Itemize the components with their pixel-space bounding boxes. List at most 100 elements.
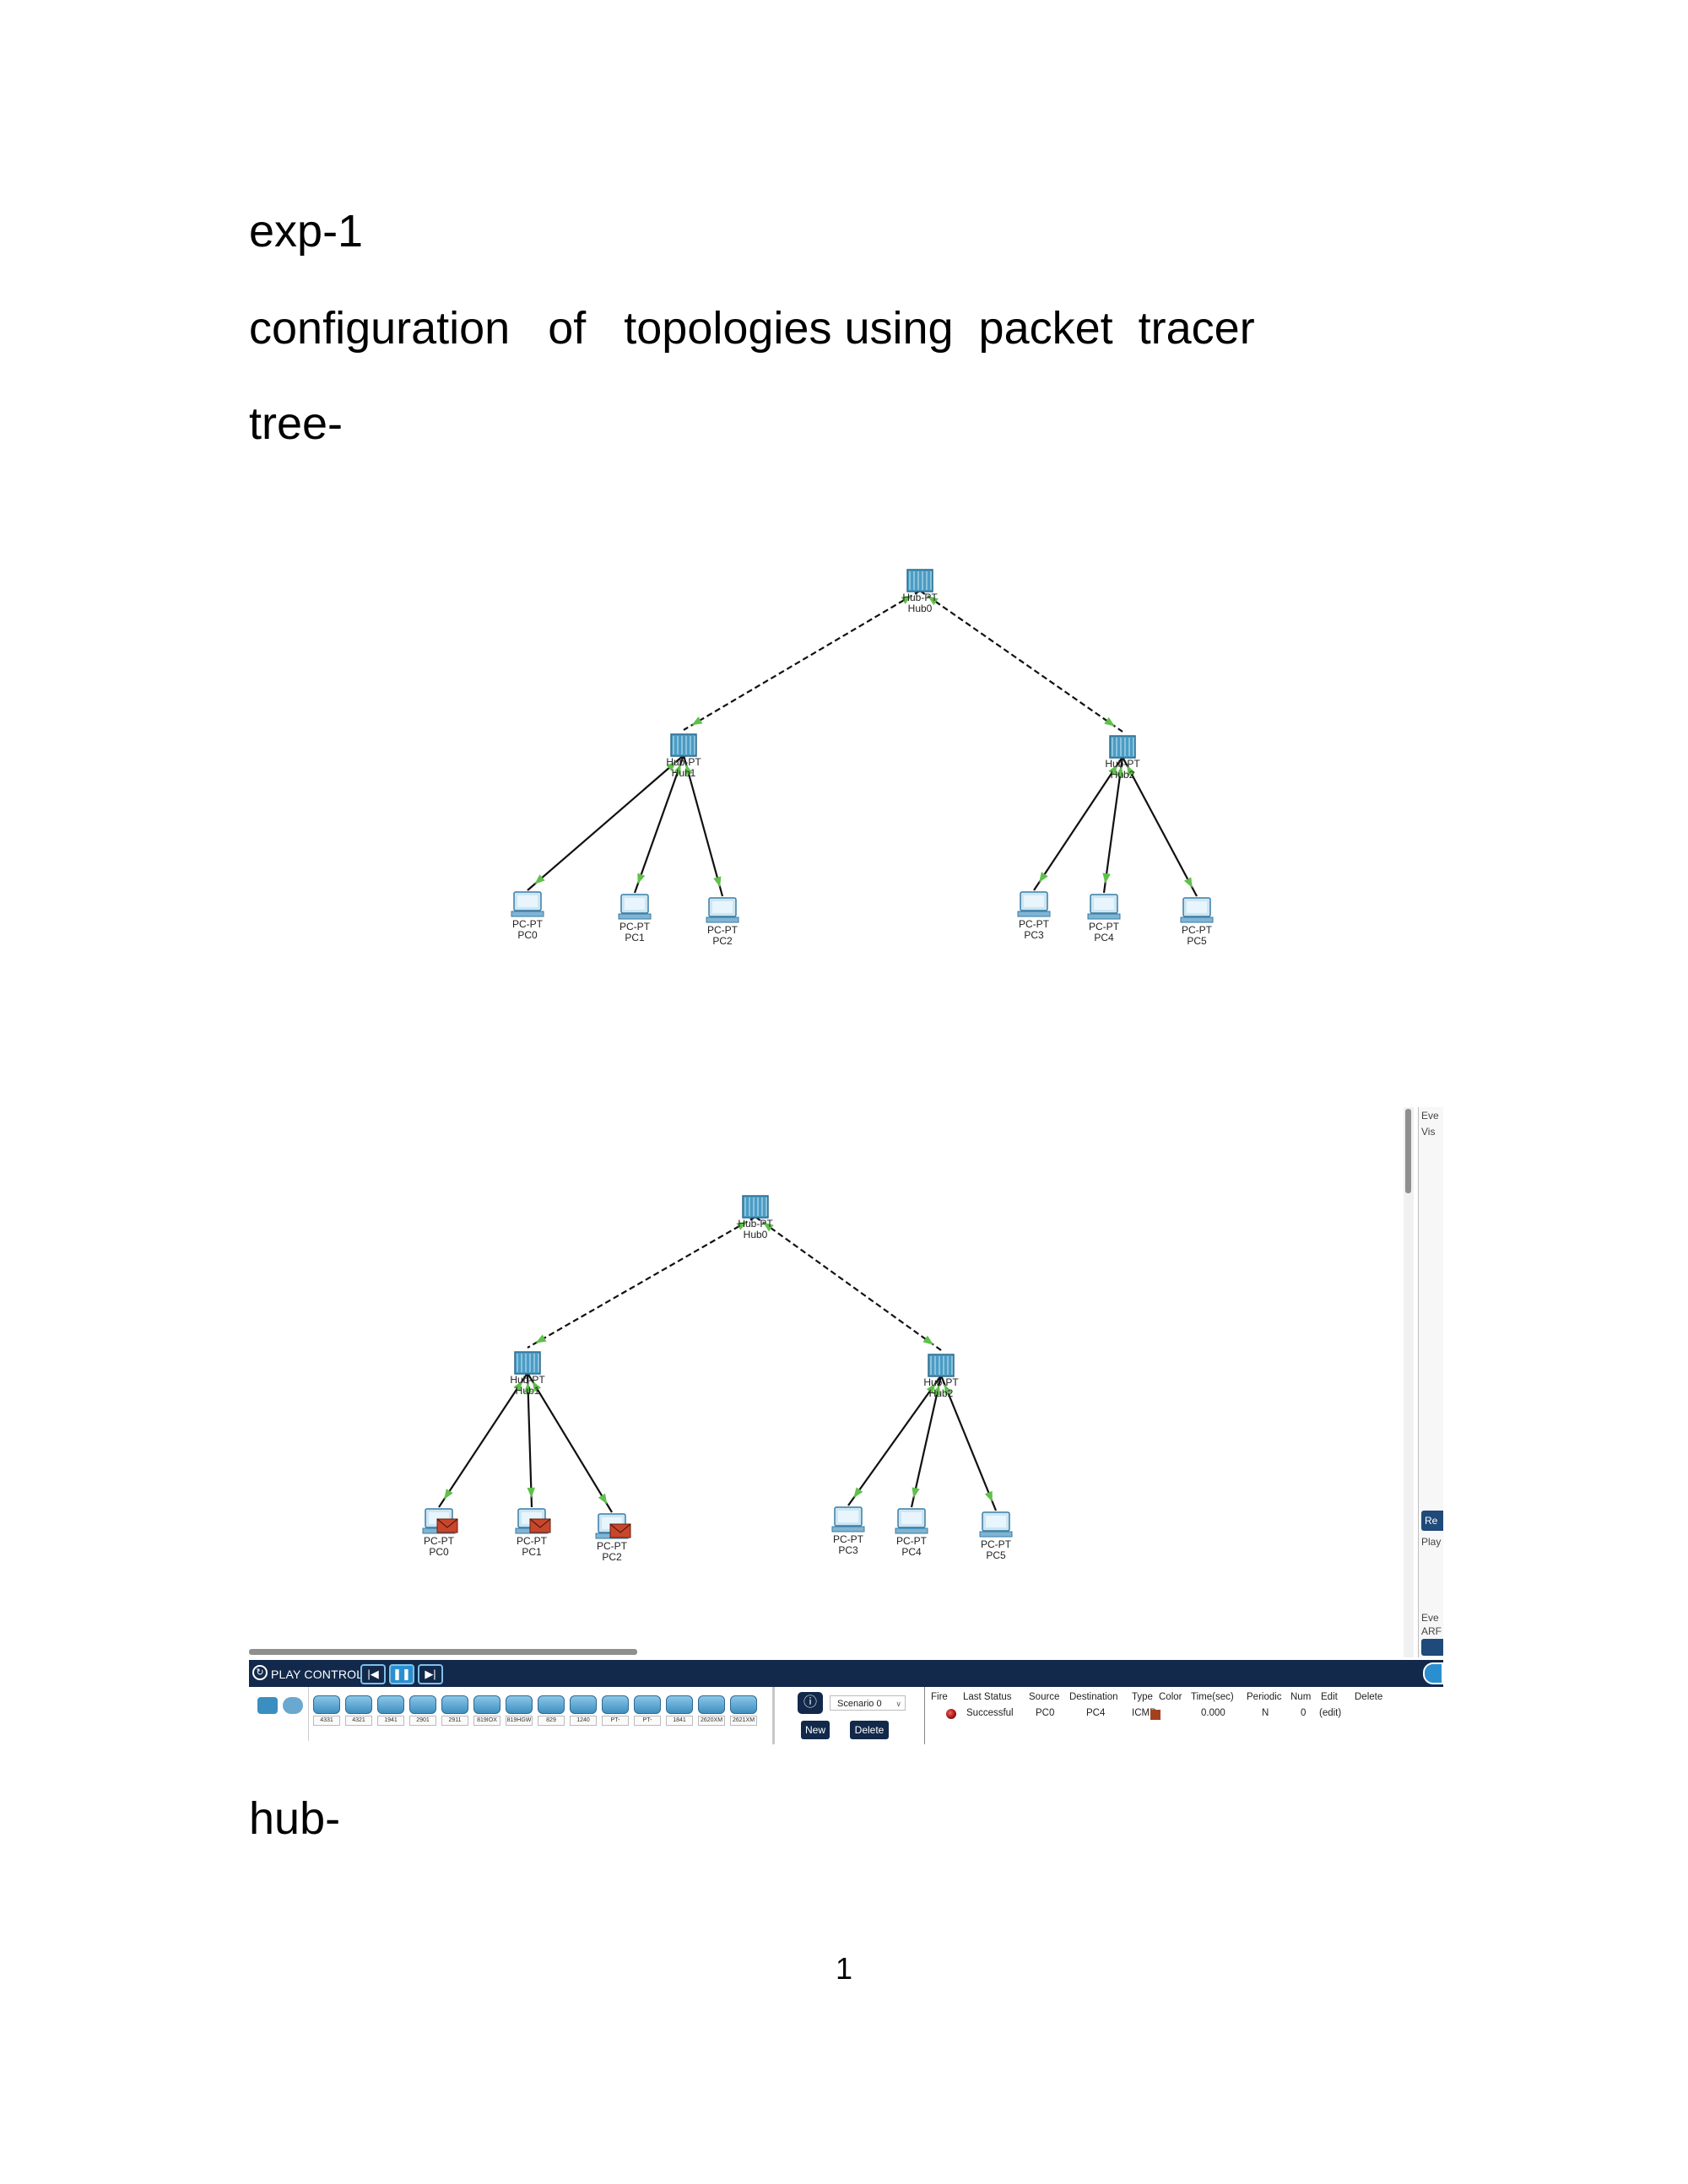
link-hub2-pc5[interactable] [1122, 756, 1198, 897]
link-hub2-pc3[interactable] [847, 1375, 942, 1506]
link-hub1-pc0[interactable] [527, 754, 684, 891]
cloud-icon[interactable] [283, 1697, 303, 1714]
link-hub0-hub1[interactable] [527, 1216, 756, 1349]
workspace-canvas[interactable]: Hub-PT Hub0 Hub-PT Hub1 Hub-PT Hub2 PC-PT PC0 PC… [249, 1107, 1405, 1657]
fire-status-icon[interactable] [946, 1709, 956, 1719]
hub1-name-label: Hub1 [672, 767, 696, 779]
router-model-icon[interactable] [313, 1695, 340, 1714]
cell-periodic: N [1262, 1708, 1269, 1718]
back-button[interactable]: |◀ [360, 1664, 386, 1684]
router-model-icon[interactable] [441, 1695, 468, 1714]
col-header-periodic: Periodic [1247, 1692, 1282, 1702]
cell-edit-link[interactable]: (edit) [1319, 1708, 1342, 1718]
link-light-end [912, 1487, 920, 1499]
link-light-start [1116, 765, 1124, 777]
router-model-label: PT-Empty [634, 1716, 661, 1726]
pdu-envelope-icon [529, 1518, 551, 1533]
play-controls-icon: ↻ [252, 1665, 268, 1680]
link-hub2-pc4[interactable] [910, 1375, 943, 1508]
link-hub0-hub2[interactable] [755, 1216, 942, 1351]
delete-scenario-button[interactable]: Delete [850, 1721, 889, 1739]
router-model-label: 1240 [570, 1716, 597, 1726]
router-model-icon[interactable] [570, 1695, 597, 1714]
router-model-icon[interactable] [377, 1695, 404, 1714]
screen-icon [1024, 895, 1044, 907]
packet-tracer-screenshot: Hub-PT Hub0 Hub-PT Hub1 Hub-PT Hub2 PC-PT PC0 PC… [249, 1107, 1443, 1750]
forward-button[interactable]: ▶| [418, 1664, 443, 1684]
router-model-icon[interactable] [602, 1695, 629, 1714]
router-model-icon[interactable] [506, 1695, 533, 1714]
heading-exp: exp-1 [249, 206, 364, 257]
link-hub1-pc2[interactable] [682, 754, 724, 897]
hub-icon [742, 1195, 769, 1219]
router-model-label: 2911 [441, 1716, 468, 1726]
router-model-icon[interactable] [730, 1695, 757, 1714]
router-model-icon[interactable] [473, 1695, 500, 1714]
edit-filters-button[interactable] [1421, 1639, 1443, 1656]
info-icon[interactable]: ⓘ [798, 1692, 823, 1714]
simulation-mode-icon[interactable] [1423, 1662, 1443, 1684]
router-model-icon[interactable] [538, 1695, 565, 1714]
horizontal-scrollbar[interactable] [249, 1649, 637, 1655]
router-model-label: 2620XM [698, 1716, 725, 1726]
link-hub0-hub1[interactable] [683, 590, 921, 731]
link-hub2-pc3[interactable] [1033, 756, 1123, 891]
cell-last-status: Successful [966, 1708, 1014, 1718]
router-model-icon[interactable] [666, 1695, 693, 1714]
link-hub2-pc4[interactable] [1102, 756, 1124, 894]
router-model-icon[interactable] [345, 1695, 372, 1714]
link-light-end [984, 1490, 993, 1502]
router-model-icon[interactable] [634, 1695, 661, 1714]
palette-divider [772, 1687, 775, 1744]
link-light-start [928, 596, 939, 606]
heading-configuration: configuration of topologies using packet… [249, 303, 1255, 354]
cell-source: PC0 [1036, 1708, 1055, 1718]
router-model-icon[interactable] [698, 1695, 725, 1714]
event-filters-label: Eve [1421, 1612, 1439, 1624]
router-model-icon[interactable] [409, 1695, 436, 1714]
pause-button[interactable]: ❚❚ [389, 1664, 414, 1684]
router-model-label: 2901 [409, 1716, 436, 1726]
new-scenario-button[interactable]: New [801, 1721, 830, 1739]
scenario-select[interactable]: Scenario 0 ∨ [830, 1695, 906, 1711]
pdu-color-swatch [1150, 1710, 1160, 1720]
hub-icon [514, 1351, 541, 1375]
link-hub2-pc5[interactable] [939, 1375, 998, 1511]
pc3-type-label: PC-PT [1019, 918, 1050, 930]
play-controls-bar: ↻ PLAY CONTROLS |◀ ❚❚ ▶| [249, 1660, 1443, 1687]
visible-label: Vis [1421, 1126, 1436, 1138]
network-devices-icon[interactable] [257, 1697, 278, 1714]
reset-simulation-button[interactable]: Re [1421, 1511, 1443, 1531]
link-hub1-pc1[interactable] [526, 1372, 533, 1508]
link-light-start [1127, 765, 1136, 776]
router-model-label: 829 [538, 1716, 565, 1726]
vertical-scroll-track[interactable] [1404, 1107, 1414, 1657]
col-header-color: Color [1159, 1692, 1182, 1702]
link-hub0-hub2[interactable] [919, 590, 1123, 733]
vertical-scrollbar[interactable] [1405, 1109, 1411, 1193]
link-hub1-pc1[interactable] [633, 754, 685, 894]
bottom-toolbar: 4331 4321 1941 2901 2911 819IOX 819HGW 829 1240 P… [249, 1687, 1443, 1750]
col-header-edit: Edit [1321, 1692, 1338, 1702]
link-hub1-pc2[interactable] [527, 1372, 613, 1513]
link-hub1-pc0[interactable] [438, 1372, 528, 1508]
pc3-name-label: PC3 [1024, 929, 1044, 941]
